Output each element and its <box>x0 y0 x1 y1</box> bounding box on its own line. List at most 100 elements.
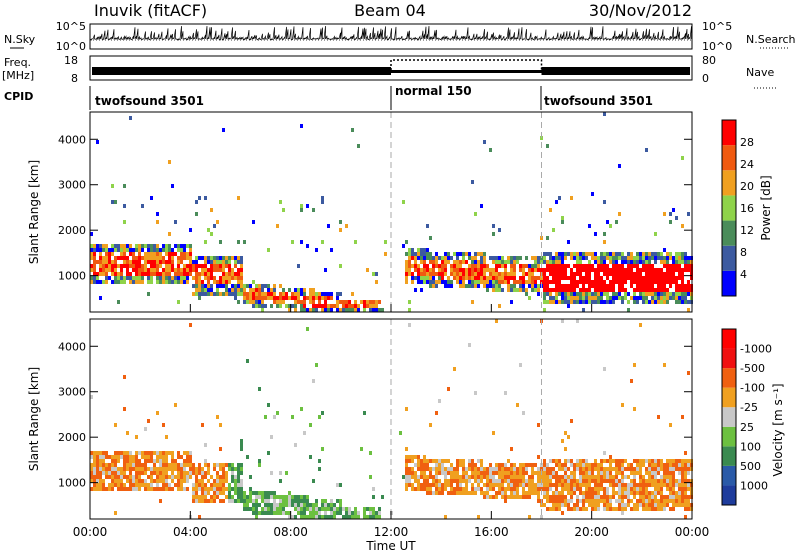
data-cell <box>582 471 585 475</box>
data-cell <box>204 495 207 499</box>
data-cell <box>306 499 309 503</box>
data-cell <box>687 483 690 487</box>
data-cell <box>543 252 546 256</box>
data-cell <box>96 467 99 471</box>
data-cell <box>336 292 339 296</box>
data-cell <box>648 292 651 296</box>
data-cell <box>453 276 456 280</box>
data-cell <box>600 288 603 292</box>
data-cell <box>513 487 516 491</box>
data-cell <box>582 300 585 304</box>
data-cell <box>552 272 555 276</box>
data-cell <box>579 467 582 471</box>
data-cell <box>102 248 105 252</box>
data-cell <box>180 455 183 459</box>
data-cell <box>366 268 369 272</box>
data-cell <box>579 475 582 479</box>
data-cell <box>159 479 162 483</box>
data-cell <box>504 471 507 475</box>
data-cell <box>675 292 678 296</box>
data-cell <box>186 463 189 467</box>
data-cell <box>615 256 618 260</box>
nsky-tick-top: 10^5 <box>56 20 86 33</box>
data-cell <box>273 284 276 288</box>
data-cell <box>237 268 240 272</box>
data-cell <box>213 467 216 471</box>
data-cell <box>483 268 486 272</box>
data-cell <box>102 471 105 475</box>
data-cell <box>669 212 672 216</box>
data-cell <box>681 459 684 463</box>
data-cell <box>186 268 189 272</box>
data-cell <box>630 268 633 272</box>
data-cell <box>546 483 549 487</box>
data-cell <box>153 467 156 471</box>
data-cell <box>612 475 615 479</box>
data-cell <box>432 256 435 260</box>
data-cell <box>444 260 447 264</box>
data-cell <box>147 244 150 248</box>
data-cell <box>423 479 426 483</box>
data-cell <box>657 276 660 280</box>
data-cell <box>108 276 111 280</box>
data-cell <box>558 264 561 268</box>
data-cell <box>468 479 471 483</box>
data-cell <box>147 487 150 491</box>
data-cell <box>237 288 240 292</box>
data-cell <box>555 300 558 304</box>
data-cell <box>663 467 666 471</box>
data-cell <box>603 260 606 264</box>
data-cell <box>99 280 102 284</box>
data-cell <box>657 252 660 256</box>
data-cell <box>642 487 645 491</box>
data-cell <box>558 256 561 260</box>
data-cell <box>222 292 225 296</box>
data-cell <box>672 483 675 487</box>
data-cell <box>585 300 588 304</box>
data-cell <box>483 264 486 268</box>
data-cell <box>582 507 585 511</box>
data-cell <box>405 240 408 244</box>
data-cell <box>486 284 489 288</box>
data-cell <box>123 451 126 455</box>
data-cell <box>321 447 324 451</box>
data-cell <box>345 304 348 308</box>
data-cell <box>645 507 648 511</box>
data-cell <box>348 304 351 308</box>
data-cell <box>444 487 447 491</box>
data-cell <box>276 507 279 511</box>
data-cell <box>108 463 111 467</box>
data-cell <box>636 499 639 503</box>
data-cell <box>198 284 201 288</box>
data-cell <box>633 471 636 475</box>
data-cell <box>237 463 240 467</box>
data-cell <box>576 479 579 483</box>
data-cell <box>210 288 213 292</box>
data-cell <box>150 459 153 463</box>
data-cell <box>111 280 114 284</box>
colorbar-swatch <box>722 195 736 221</box>
data-cell <box>426 264 429 268</box>
data-cell <box>471 463 474 467</box>
data-cell <box>411 475 414 479</box>
data-cell <box>114 471 117 475</box>
data-cell <box>567 264 570 268</box>
data-cell <box>192 264 195 268</box>
colorbar-swatch <box>722 329 736 349</box>
data-cell <box>633 272 636 276</box>
data-cell <box>111 459 114 463</box>
data-cell <box>150 256 153 260</box>
data-cell <box>660 491 663 495</box>
data-cell <box>426 475 429 479</box>
data-cell <box>657 507 660 511</box>
data-cell <box>459 483 462 487</box>
data-cell <box>99 256 102 260</box>
data-cell <box>591 280 594 284</box>
data-cell <box>621 499 624 503</box>
data-cell <box>120 451 123 455</box>
data-cell <box>447 280 450 284</box>
data-cell <box>114 260 117 264</box>
data-cell <box>132 252 135 256</box>
data-cell <box>222 463 225 467</box>
data-cell <box>654 232 657 236</box>
